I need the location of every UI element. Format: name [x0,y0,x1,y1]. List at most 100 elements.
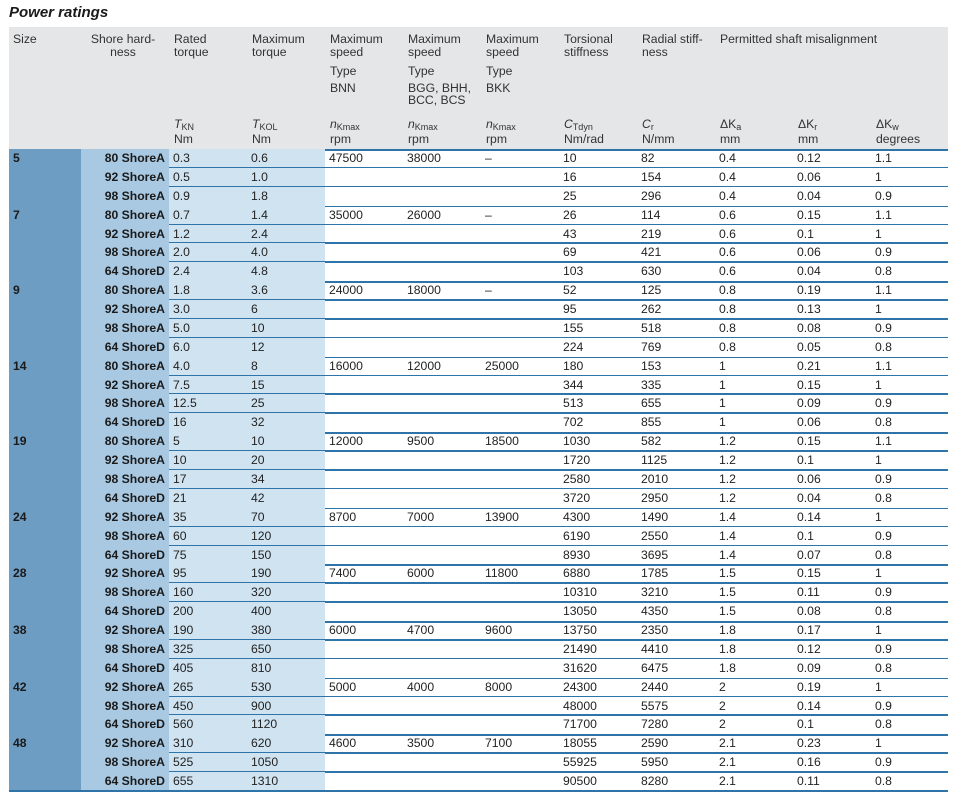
misalign-angular-cell: 1.1 [875,283,892,298]
max-torque-cell: 20 [247,451,325,470]
rated-torque-cell: 16 [169,413,247,433]
rated-torque-cell: 655 [169,772,247,791]
group-separator [9,205,948,208]
max-speed-bgg-cell [403,168,481,187]
size-cell [9,488,81,508]
misalign-axial-cell: 1.2 [719,434,736,449]
max-torque-cell: 10 [247,318,325,338]
misalign-axial-cell: 0.6 [719,264,736,279]
max-speed-bgg-cell [403,753,481,772]
row-separator-right [559,374,948,377]
symbol-nkmax-3: nKmax [486,118,516,134]
radial-stiffness-cell: 335 [641,377,662,392]
radial-stiffness-cell: 4350 [641,604,669,619]
misalign-radial-cell: 0.19 [797,283,821,298]
sym-kol: KOL [259,122,278,132]
max-speed-bnn-cell: 16000 [329,358,363,373]
misalign-axial-cell: 0.4 [719,169,736,184]
max-torque-cell: 4.8 [247,262,325,282]
misalign-radial-cell: 0.04 [797,264,821,279]
misalign-axial-cell: 1 [719,415,726,430]
torsional-stiffness-cell: 6190 [563,528,591,543]
misalign-angular-cell: 0.8 [875,264,892,279]
rated-torque-cell: 21 [169,488,247,508]
radial-stiffness-cell: 153 [641,358,662,373]
misalign-radial-cell: 0.1 [797,717,814,732]
unit-tkol: Nm [252,132,271,146]
misalign-angular-cell: 0.9 [875,396,892,411]
header-maxspeed1-line2: speed [330,44,364,59]
torsional-stiffness-cell: 48000 [563,698,597,713]
max-speed-bgg-cell [403,225,481,244]
symbol-ctdyn: CTdyn [564,118,593,134]
max-speed-bgg-cell: 4000 [407,679,435,694]
max-speed-bgg-cell [403,772,481,791]
sym-kn: KN [181,122,194,132]
symbol-nkmax-2: nKmax [408,118,438,134]
max-speed-bgg-cell [403,583,481,602]
table-header: Size Shore hard- ness Rated torque Maxim… [9,27,948,149]
max-torque-cell: 1050 [247,753,325,773]
misalign-axial-cell: 2.1 [719,736,736,751]
radial-stiffness-cell: 114 [641,207,661,222]
misalign-angular-cell: 1 [875,453,882,468]
misalign-axial-cell: 1 [719,396,726,411]
max-speed-bgg-cell: 4700 [407,623,435,638]
max-torque-cell: 15 [247,375,325,395]
size-cell [9,526,81,546]
group-separator [9,677,948,680]
max-speed-bnn-cell [325,187,403,206]
max-speed-bkk-cell: – [485,207,492,222]
rated-torque-cell: 95 [169,564,247,584]
radial-stiffness-cell: 2440 [641,679,669,694]
group-separator [9,734,948,736]
max-speed-bnn-cell: 12000 [329,434,363,449]
rated-torque-cell: 60 [169,526,247,546]
rated-torque-cell: 17 [169,470,247,489]
misalign-axial-cell: 0.8 [719,339,736,354]
row-separator [169,657,948,660]
symbol-dkr: ΔKr [798,118,817,134]
radial-stiffness-cell: 5950 [641,755,669,770]
misalign-radial-cell: 0.06 [797,415,821,430]
unit-nmrad: Nm/rad [564,132,604,146]
radial-stiffness-cell: 2590 [641,736,669,751]
max-torque-cell: 4.0 [247,243,325,263]
header-max-torque: Maximum torque [252,33,305,58]
size-cell [9,602,81,622]
sym-t: T [252,117,260,131]
header-max-speed-bkk: Maximum speed Type BKK [486,33,539,94]
max-speed-bgg-cell [403,602,481,621]
shore-hardness-cell: 64 ShoreD [81,413,169,433]
row-separator [169,450,948,452]
max-speed-bkk-cell [481,243,559,262]
torsional-stiffness-cell: 71700 [563,717,597,732]
max-speed-bkk-cell [481,187,559,206]
max-torque-cell: 0.6 [247,149,325,168]
misalign-axial-cell: 1.4 [719,547,736,562]
header-maxspeed2-line2: speed [408,44,442,59]
size-cell [9,375,81,395]
size-cell: 48 [9,734,81,754]
size-cell [9,583,81,603]
radial-stiffness-cell: 154 [641,169,662,184]
max-speed-bnn-cell: 24000 [329,283,363,298]
misalign-axial-cell: 0.6 [719,207,736,222]
shore-hardness-cell: 98 ShoreA [81,470,169,489]
max-speed-bnn-cell [325,394,403,413]
shore-hardness-cell: 92 ShoreA [81,300,169,319]
row-separator [169,317,948,320]
group-separator [9,507,948,510]
max-speed-bnn-cell [325,546,403,565]
misalign-radial-cell: 0.15 [797,434,821,449]
max-speed-bkk-cell: 9600 [485,623,513,638]
max-speed-bkk-cell: 8000 [485,679,513,694]
misalign-axial-cell: 1.8 [719,623,736,638]
table-row: 64 ShoreD 6.0 12 224 769 0.8 0.05 0.8 [9,337,948,357]
table-row: 19 80 ShoreA 5 10 12000 9500 18500 1030 582 1.2 0.… [9,432,948,452]
radial-stiffness-cell: 769 [641,339,662,354]
radial-stiffness-cell: 1490 [641,509,669,524]
misalign-angular-cell: 0.8 [875,717,892,732]
row-separator-right [559,450,948,452]
misalign-angular-cell: 0.8 [875,415,892,430]
